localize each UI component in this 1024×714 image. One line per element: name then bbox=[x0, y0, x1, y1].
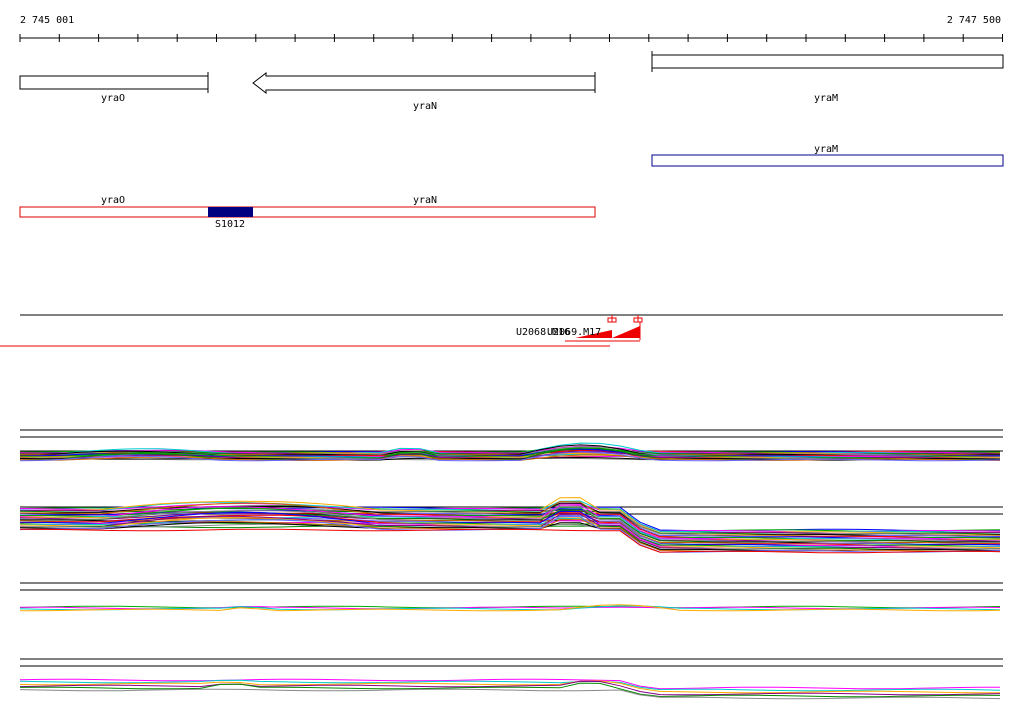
gene-label: yraO bbox=[101, 93, 125, 104]
probe-peak bbox=[575, 326, 640, 338]
probe-marker bbox=[607, 315, 643, 340]
probe-label: U2068.M16 bbox=[516, 327, 570, 338]
transcript-box bbox=[651, 154, 1004, 167]
expression-profiles bbox=[19, 429, 1003, 700]
profile-line bbox=[20, 604, 1001, 612]
operon-label: yraO bbox=[101, 195, 125, 206]
profile-line bbox=[19, 688, 1001, 700]
gene-label: yraN bbox=[413, 101, 437, 112]
profile-line bbox=[19, 680, 1001, 694]
ruler-start: 2 745 001 bbox=[20, 15, 74, 26]
profile-line bbox=[19, 678, 1001, 690]
transcript-label: yraM bbox=[814, 144, 838, 155]
profile-line bbox=[19, 679, 1001, 692]
gene-arrow bbox=[252, 71, 596, 95]
gene-label: yraM bbox=[814, 93, 838, 104]
profile-line bbox=[19, 456, 1001, 461]
profile-line bbox=[19, 451, 1001, 462]
feature-label: S1012 bbox=[215, 219, 245, 230]
ruler-end: 2 747 500 bbox=[947, 15, 1001, 26]
operon-label: yraN bbox=[413, 195, 437, 206]
profile-line bbox=[19, 682, 1001, 698]
profile-line bbox=[19, 447, 1001, 460]
profile-line bbox=[20, 528, 1001, 554]
feature-box bbox=[208, 207, 253, 217]
probe-label: U2069.M17 bbox=[547, 327, 601, 338]
profile-line bbox=[19, 521, 1001, 552]
gene-box bbox=[19, 75, 209, 90]
gene-box bbox=[651, 54, 1004, 69]
profile-line bbox=[19, 680, 1001, 696]
ruler-ticks bbox=[19, 34, 1003, 42]
operon-box bbox=[19, 206, 596, 218]
